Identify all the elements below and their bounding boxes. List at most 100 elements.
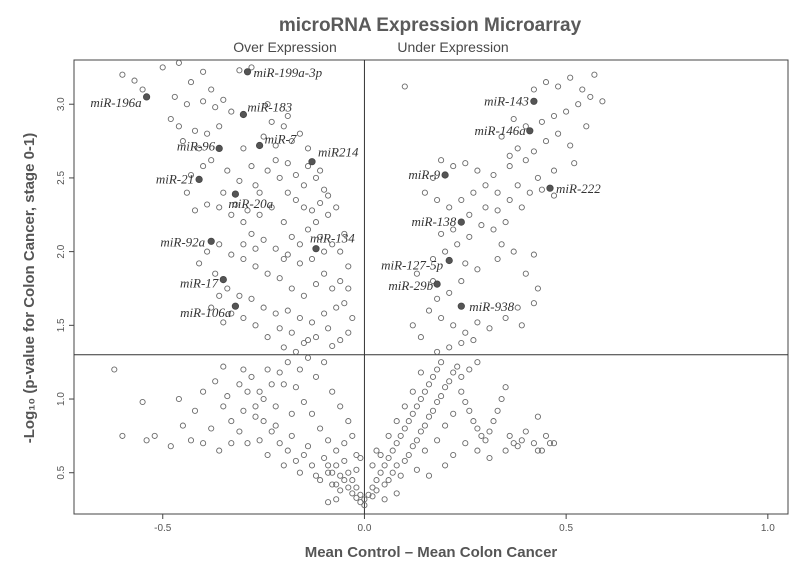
data-point (498, 133, 505, 140)
data-point (321, 359, 328, 366)
data-point (345, 263, 352, 270)
data-point (425, 307, 433, 314)
mirna-label: miR-146a (475, 123, 527, 138)
data-point (312, 334, 320, 341)
data-point (462, 398, 469, 406)
data-point (369, 493, 376, 500)
data-point (333, 496, 340, 503)
data-point (514, 182, 521, 189)
highlighted-point (207, 237, 215, 245)
data-point (482, 182, 489, 189)
data-point (555, 83, 562, 90)
data-point (276, 325, 283, 332)
data-point (276, 275, 283, 282)
highlighted-point (546, 184, 554, 192)
data-point (337, 248, 344, 255)
data-point (228, 418, 235, 425)
data-point (248, 230, 255, 237)
data-point (506, 152, 513, 159)
data-point (393, 418, 400, 425)
data-point (208, 304, 215, 311)
data-point (264, 167, 271, 174)
data-point (321, 310, 328, 317)
data-point (466, 233, 473, 240)
data-point (550, 112, 558, 120)
data-point (252, 322, 259, 329)
data-point (522, 270, 529, 277)
chart-title: microRNA Expression Microarray (279, 15, 582, 36)
data-point (490, 171, 497, 179)
data-point (296, 241, 303, 248)
data-point (563, 108, 570, 115)
y-tick-label: 0.5 (56, 465, 67, 479)
data-point (337, 403, 344, 410)
data-point (329, 285, 336, 292)
data-point (276, 174, 283, 181)
data-point (300, 182, 307, 189)
data-point (530, 440, 537, 447)
data-point (478, 432, 485, 439)
data-point (466, 211, 473, 218)
data-point (462, 260, 469, 267)
data-point (341, 477, 348, 484)
data-point (417, 395, 424, 403)
data-point (385, 477, 392, 484)
data-point (450, 163, 457, 170)
data-point (357, 499, 364, 506)
data-point (345, 285, 352, 292)
data-point (260, 133, 267, 140)
data-point (401, 457, 408, 464)
data-point (550, 192, 558, 199)
data-point (345, 469, 352, 476)
data-point (434, 366, 441, 373)
data-point (312, 219, 320, 226)
mirna-label: miR-143 (484, 93, 529, 108)
data-point (292, 196, 299, 204)
data-point (337, 487, 344, 494)
data-point (421, 189, 428, 196)
data-point (240, 241, 247, 248)
data-point (446, 344, 453, 351)
data-point (526, 189, 533, 196)
data-point (212, 104, 219, 111)
data-point (272, 310, 279, 317)
data-point (397, 472, 404, 479)
data-point (260, 304, 267, 311)
data-point (514, 145, 521, 152)
data-point (304, 354, 312, 361)
data-point (220, 96, 227, 103)
data-point (450, 369, 457, 376)
data-point (482, 204, 489, 211)
data-point (409, 410, 416, 417)
y-tick-label: 1.5 (56, 318, 67, 332)
data-point (296, 130, 303, 137)
data-point (204, 201, 211, 208)
data-point (438, 314, 445, 322)
data-point (288, 410, 295, 417)
data-point (591, 71, 598, 78)
highlighted-point (231, 302, 239, 310)
data-point (300, 204, 307, 211)
axis-ticks: -0.5 0.0 0.5 1.0 0.5 1.0 1.5 2.0 2.5 3.0 (56, 97, 775, 534)
data-point (373, 447, 380, 454)
data-point (458, 373, 465, 380)
data-point (260, 395, 267, 403)
highlighted-point (312, 245, 320, 253)
data-point (329, 469, 336, 476)
data-point (454, 241, 461, 248)
data-point (240, 366, 247, 373)
data-point (542, 432, 550, 439)
data-point (401, 425, 408, 432)
data-point (280, 219, 287, 226)
data-point (357, 491, 364, 498)
data-point (446, 204, 453, 211)
data-point (268, 428, 275, 435)
data-point (216, 204, 223, 211)
data-point (442, 248, 449, 255)
data-point (280, 462, 287, 469)
data-point (252, 403, 259, 410)
mirna-label: miR-199a-3p (254, 65, 323, 80)
highlighted-point (441, 171, 449, 179)
data-point (486, 325, 493, 332)
highlighted-point (526, 127, 534, 135)
